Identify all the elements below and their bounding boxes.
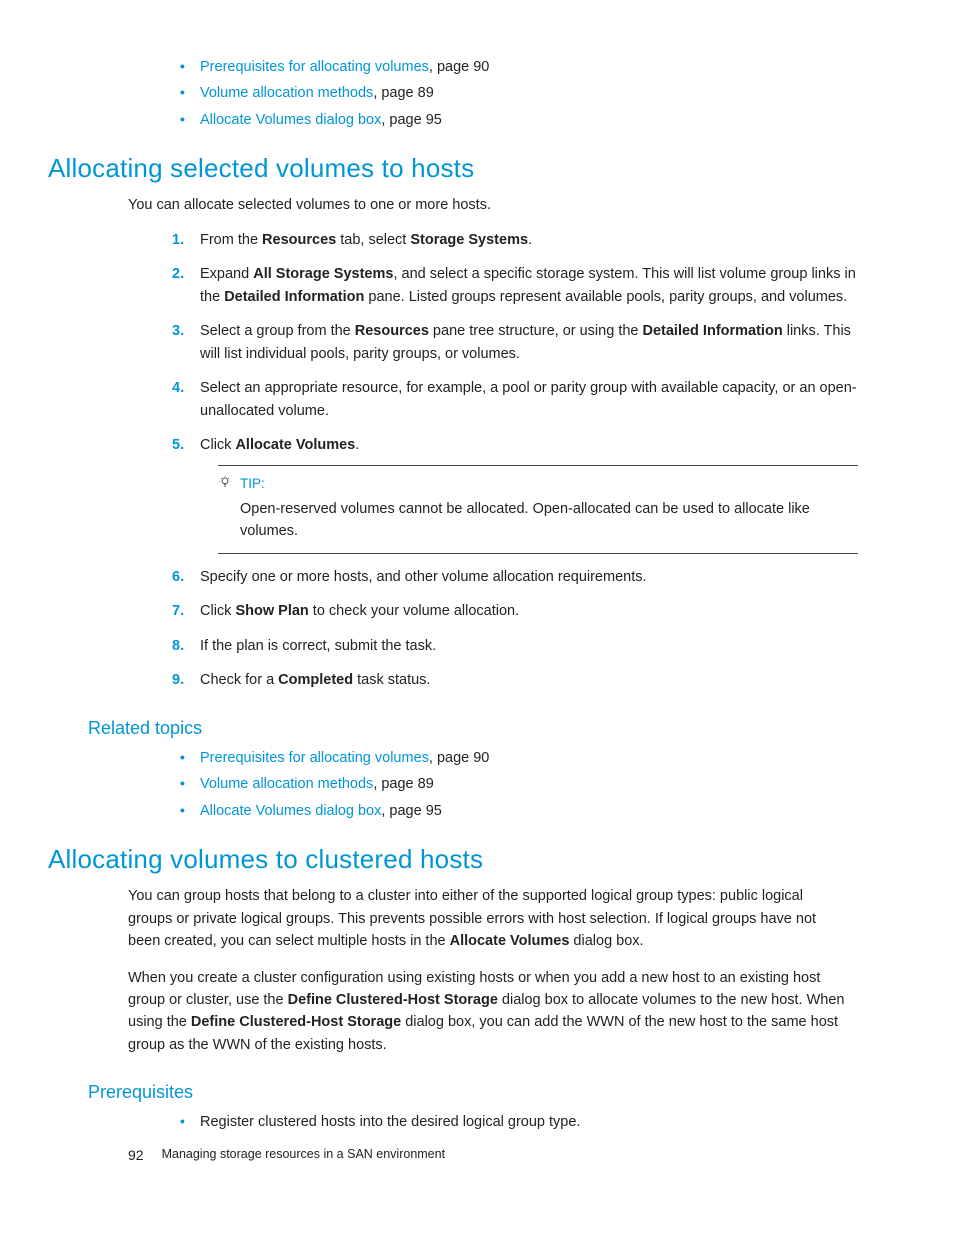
link-suffix: , page 95 bbox=[381, 803, 441, 819]
list-item: Register clustered hosts into the desire… bbox=[176, 1111, 858, 1133]
step-item: If the plan is correct, submit the task. bbox=[158, 635, 858, 657]
related-link-item: Prerequisites for allocating volumes, pa… bbox=[176, 56, 858, 78]
step-item: Select an appropriate resource, for exam… bbox=[158, 377, 858, 422]
step-item: Expand All Storage Systems, and select a… bbox=[158, 263, 858, 308]
top-related-links: Prerequisites for allocating volumes, pa… bbox=[176, 56, 858, 131]
related-topics-list: Prerequisites for allocating volumes, pa… bbox=[176, 747, 858, 822]
tip-box: TIP: Open-reserved volumes cannot be all… bbox=[218, 465, 858, 554]
body-paragraph: When you create a cluster configuration … bbox=[128, 967, 848, 1057]
steps-list-1: From the Resources tab, select Storage S… bbox=[158, 229, 858, 554]
step-item: Click Show Plan to check your volume all… bbox=[158, 600, 858, 622]
link-text[interactable]: Allocate Volumes dialog box bbox=[200, 112, 381, 128]
related-link-item: Allocate Volumes dialog box, page 95 bbox=[176, 800, 858, 822]
prerequisites-heading: Prerequisites bbox=[88, 1082, 858, 1103]
page-footer: 92 Managing storage resources in a SAN e… bbox=[128, 1147, 445, 1163]
link-text[interactable]: Allocate Volumes dialog box bbox=[200, 803, 381, 819]
tip-label: TIP: bbox=[240, 474, 265, 495]
intro-text: You can allocate selected volumes to one… bbox=[128, 194, 858, 216]
link-text[interactable]: Volume allocation methods bbox=[200, 85, 373, 101]
link-text[interactable]: Prerequisites for allocating volumes bbox=[200, 750, 429, 766]
related-link-item: Volume allocation methods, page 89 bbox=[176, 82, 858, 104]
page-number: 92 bbox=[128, 1147, 144, 1163]
link-suffix: , page 95 bbox=[381, 112, 441, 128]
body-paragraph: You can group hosts that belong to a clu… bbox=[128, 885, 848, 952]
step-item: From the Resources tab, select Storage S… bbox=[158, 229, 858, 251]
related-link-item: Prerequisites for allocating volumes, pa… bbox=[176, 747, 858, 769]
related-link-item: Allocate Volumes dialog box, page 95 bbox=[176, 109, 858, 131]
prerequisites-list: Register clustered hosts into the desire… bbox=[176, 1111, 858, 1133]
lightbulb-icon bbox=[218, 474, 232, 496]
step-item: Click Allocate Volumes. TIP: Open-reserv… bbox=[158, 434, 858, 554]
section-heading-clustered-hosts: Allocating volumes to clustered hosts bbox=[48, 844, 858, 875]
tip-body: Open-reserved volumes cannot be allocate… bbox=[240, 499, 858, 543]
step-item: Specify one or more hosts, and other vol… bbox=[158, 566, 858, 588]
steps-list-2: Specify one or more hosts, and other vol… bbox=[158, 566, 858, 692]
link-suffix: , page 89 bbox=[373, 85, 433, 101]
related-link-item: Volume allocation methods, page 89 bbox=[176, 773, 858, 795]
link-text[interactable]: Volume allocation methods bbox=[200, 776, 373, 792]
link-suffix: , page 90 bbox=[429, 59, 489, 75]
section-heading-allocating-selected: Allocating selected volumes to hosts bbox=[48, 153, 858, 184]
link-suffix: , page 89 bbox=[373, 776, 433, 792]
step-item: Check for a Completed task status. bbox=[158, 669, 858, 691]
chapter-title: Managing storage resources in a SAN envi… bbox=[162, 1147, 445, 1163]
related-topics-heading: Related topics bbox=[88, 718, 858, 739]
link-suffix: , page 90 bbox=[429, 750, 489, 766]
link-text[interactable]: Prerequisites for allocating volumes bbox=[200, 59, 429, 75]
step-item: Select a group from the Resources pane t… bbox=[158, 320, 858, 365]
